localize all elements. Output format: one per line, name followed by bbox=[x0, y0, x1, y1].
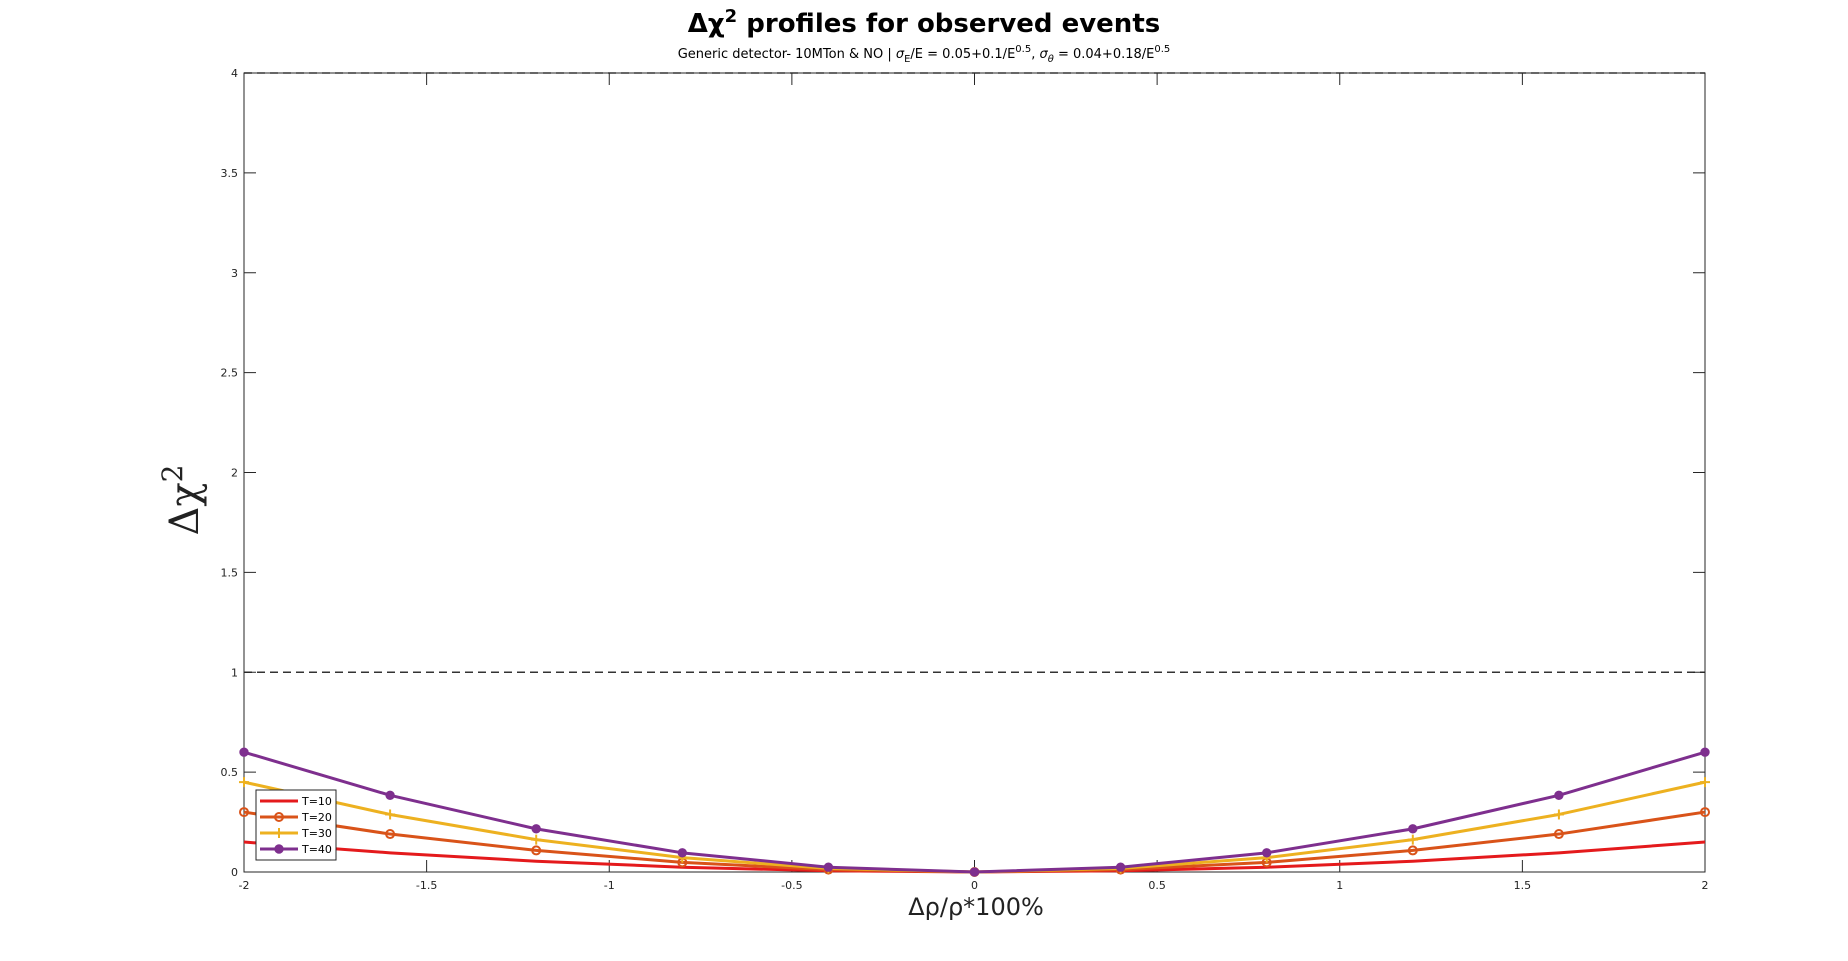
chart-title: Δχ2 profiles for observed events bbox=[688, 6, 1160, 39]
data-point bbox=[1553, 829, 1564, 840]
data-point bbox=[1554, 790, 1564, 800]
y-tick-label: 3.5 bbox=[221, 167, 239, 180]
data-point bbox=[1407, 834, 1418, 845]
data-point bbox=[1408, 824, 1418, 834]
x-tick-label: 0.5 bbox=[1148, 879, 1166, 892]
series-line-T=40 bbox=[243, 750, 1706, 874]
x-tick-label: 0 bbox=[971, 879, 978, 892]
x-tick-label: -0.5 bbox=[781, 879, 802, 892]
y-tick-label: 2.5 bbox=[221, 367, 239, 380]
axes-box bbox=[243, 72, 1706, 873]
data-point bbox=[531, 845, 542, 856]
x-tick-label: -1.5 bbox=[416, 879, 437, 892]
data-point bbox=[239, 777, 249, 788]
x-tick-label: 1.5 bbox=[1514, 879, 1532, 892]
data-point bbox=[239, 747, 249, 757]
chart-subtitle: Generic detector- 10MTon & NO | σE/E = 0… bbox=[678, 44, 1171, 65]
data-point bbox=[1115, 862, 1126, 872]
data-point bbox=[969, 867, 980, 877]
data-point bbox=[1700, 777, 1710, 788]
data-point bbox=[677, 848, 687, 858]
data-point bbox=[1407, 845, 1418, 856]
data-point bbox=[1262, 848, 1272, 858]
data-point bbox=[385, 809, 396, 820]
x-tick-label: -1 bbox=[604, 879, 615, 892]
legend-marker bbox=[274, 844, 284, 854]
data-point bbox=[1553, 809, 1564, 820]
legend-label: T=20 bbox=[301, 811, 332, 824]
y-tick-label: 1 bbox=[231, 666, 238, 679]
legend-label: T=30 bbox=[301, 827, 332, 840]
data-point bbox=[531, 824, 541, 834]
legend-marker bbox=[274, 812, 284, 822]
y-tick-label: 0.5 bbox=[221, 766, 239, 779]
y-tick-label: 3 bbox=[231, 267, 238, 280]
data-point bbox=[531, 834, 542, 845]
data-point bbox=[1700, 747, 1710, 757]
x-tick-label: 2 bbox=[1702, 879, 1709, 892]
legend-label: T=40 bbox=[301, 843, 332, 856]
y-tick-label: 4 bbox=[231, 67, 238, 80]
data-point bbox=[1700, 807, 1710, 818]
y-axis-label: Δχ2 bbox=[156, 465, 208, 536]
legend-marker bbox=[274, 828, 284, 838]
data-point bbox=[385, 829, 396, 840]
data-point bbox=[239, 807, 249, 818]
x-tick-label: -2 bbox=[239, 879, 250, 892]
plot-area: -2 -1.5 -1 -0.5 0 0.5 1 1.5 2 0 0.5 1 1.5 2 2.5 3 3.5 4 bbox=[221, 67, 1710, 892]
legend-label: T=10 bbox=[301, 795, 332, 808]
legend: T=10 T=20 T=30 T=40 bbox=[255, 789, 337, 861]
data-point bbox=[823, 862, 834, 872]
x-tick-label: 1 bbox=[1336, 879, 1343, 892]
y-tick-label: 0 bbox=[231, 866, 238, 879]
y-tick-label: 1.5 bbox=[221, 566, 239, 579]
x-axis-label: Δρ/ρ*100% bbox=[908, 893, 1044, 921]
data-point bbox=[385, 790, 395, 800]
y-tick-label: 2 bbox=[231, 467, 238, 480]
